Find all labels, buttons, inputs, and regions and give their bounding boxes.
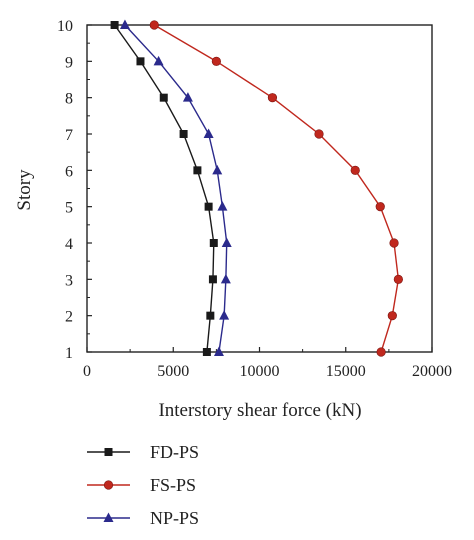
data-point [387,311,397,321]
x-tick-label: 15000 [326,363,366,380]
legend-item: FS-PS [87,475,196,495]
series-layer [110,19,403,357]
data-point [179,130,188,138]
data-point [119,19,130,29]
x-tick-label: 20000 [412,363,452,380]
data-point [159,93,168,102]
series-line [153,24,400,353]
data-point [219,310,230,320]
legend-marker [104,448,113,456]
legend: FD-PS FS-PS NP-PS [87,442,199,528]
x-tick-label: 5000 [157,363,189,380]
series-np-ps [119,19,232,356]
data-point [149,20,159,30]
legend-marker [103,512,114,522]
data-point [217,201,228,211]
data-point [212,164,223,175]
legend-label: NP-PS [150,508,199,528]
data-point [267,93,278,103]
y-axis-title: Story [14,169,35,211]
series-line [114,24,215,353]
data-point [193,166,202,175]
x-axis-title: Interstory shear force (kN) [158,400,361,421]
series-line [124,24,228,353]
data-point [393,274,403,284]
legend-label: FS-PS [150,475,196,495]
x-tick-label: 10000 [240,363,280,380]
legend-label: FD-PS [150,442,199,462]
data-point [213,346,224,356]
y-tick-label: 3 [65,272,73,289]
data-point [204,202,213,211]
data-point [350,165,360,175]
data-point [376,347,386,357]
x-tick-label: 0 [83,363,91,380]
data-point [202,348,211,356]
y-tick-label: 7 [65,127,73,144]
legend-item: FD-PS [87,442,199,462]
data-point [110,21,119,29]
data-point [209,239,218,247]
data-point [220,273,231,284]
series-fd-ps [110,21,218,356]
data-point [314,129,324,139]
y-tick-label: 2 [65,309,73,326]
data-point [203,128,214,138]
data-point [153,55,164,66]
y-tick-label: 5 [65,200,73,217]
data-point [375,202,385,212]
series-fs-ps [149,20,403,357]
data-point [206,311,215,320]
data-point [221,237,232,247]
data-point [208,275,217,284]
axes: 0 5000 10000 15000 20000 1 2 3 4 5 6 7 8 9 10 [57,18,452,380]
y-tick-label: 1 [65,345,73,362]
legend-item: NP-PS [87,508,199,528]
y-tick-label: 6 [65,163,73,180]
plot-frame [86,24,433,353]
data-point [182,92,193,102]
y-tick-label: 10 [57,18,73,35]
y-tick-label: 4 [65,236,73,253]
data-point [136,57,145,66]
data-point [389,238,399,248]
y-tick-label: 9 [65,54,73,71]
y-tick-label: 8 [65,91,73,108]
data-point [211,56,221,66]
legend-marker [103,480,114,490]
